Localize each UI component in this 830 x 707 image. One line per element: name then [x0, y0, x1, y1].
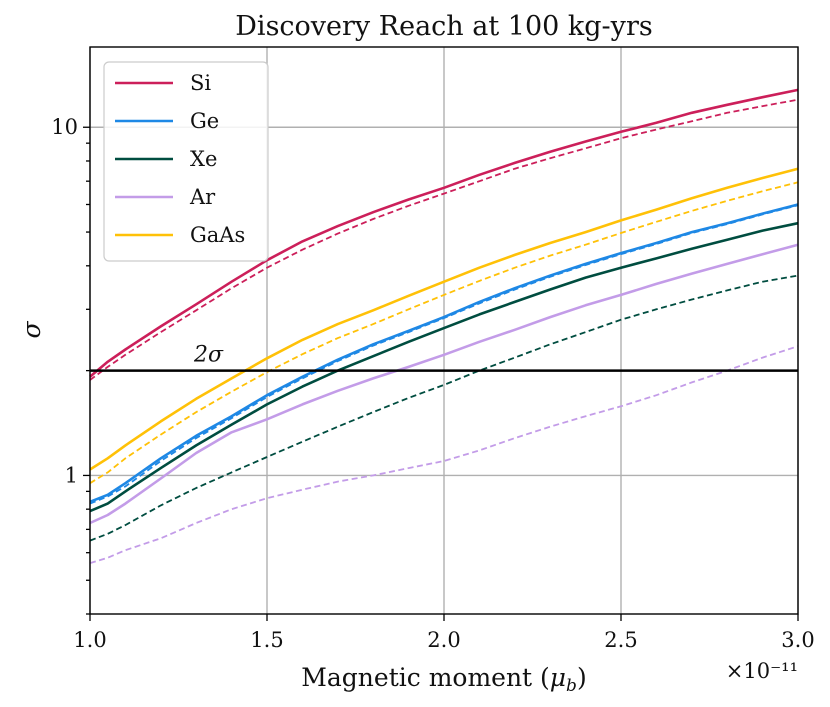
series-line-xe-dashed — [89, 274, 799, 542]
x-tick-label: 1.0 — [73, 628, 106, 652]
series-line-si-solid — [89, 88, 799, 378]
x-tick-label: 2.0 — [427, 628, 460, 652]
axis-ticks: 1.0 1.5 2.0 2.5 3.0 1 10 — [51, 115, 814, 652]
series-line-gaas-solid — [89, 167, 799, 471]
x-tick-label: 2.5 — [604, 628, 637, 652]
series-line-ge-solid — [89, 203, 799, 504]
series-line-xe-solid — [89, 221, 799, 513]
x-axis-offset-text: ×10⁻¹¹ — [726, 659, 798, 683]
y-tick-label: 10 — [51, 115, 78, 139]
x-axis-label-symbol: μ — [550, 663, 566, 692]
legend-label-ge: Ge — [190, 109, 219, 133]
x-tick-label: 3.0 — [781, 628, 814, 652]
series-line-gaas-dashed — [89, 181, 799, 484]
x-axis-label-subscript: b — [566, 676, 577, 696]
y-tick-label: 1 — [65, 463, 78, 487]
series-line-ar-solid — [89, 243, 799, 525]
legend-label-ar: Ar — [189, 185, 216, 209]
x-axis-label: Magnetic moment (μb) — [301, 663, 586, 696]
chart-title: Discovery Reach at 100 kg-yrs — [235, 11, 652, 42]
legend: Si Ge Xe Ar GaAs — [103, 61, 269, 262]
reference-line-group: 2σ — [90, 343, 798, 372]
series-lines — [89, 88, 799, 564]
legend-box — [103, 61, 269, 262]
series-line-ge-dashed — [89, 204, 799, 505]
reference-line-label: 2σ — [193, 343, 224, 368]
legend-label-xe: Xe — [190, 147, 217, 171]
x-axis-label-text: Magnetic moment ( — [301, 663, 550, 692]
legend-label-gaas: GaAs — [190, 223, 245, 247]
series-line-si-dashed — [89, 98, 799, 381]
legend-label-si: Si — [190, 71, 211, 95]
x-axis-label-close: ) — [577, 663, 587, 692]
series-line-ar-dashed — [89, 345, 799, 564]
x-tick-label: 1.5 — [250, 628, 283, 652]
y-axis-label: σ — [17, 321, 46, 339]
